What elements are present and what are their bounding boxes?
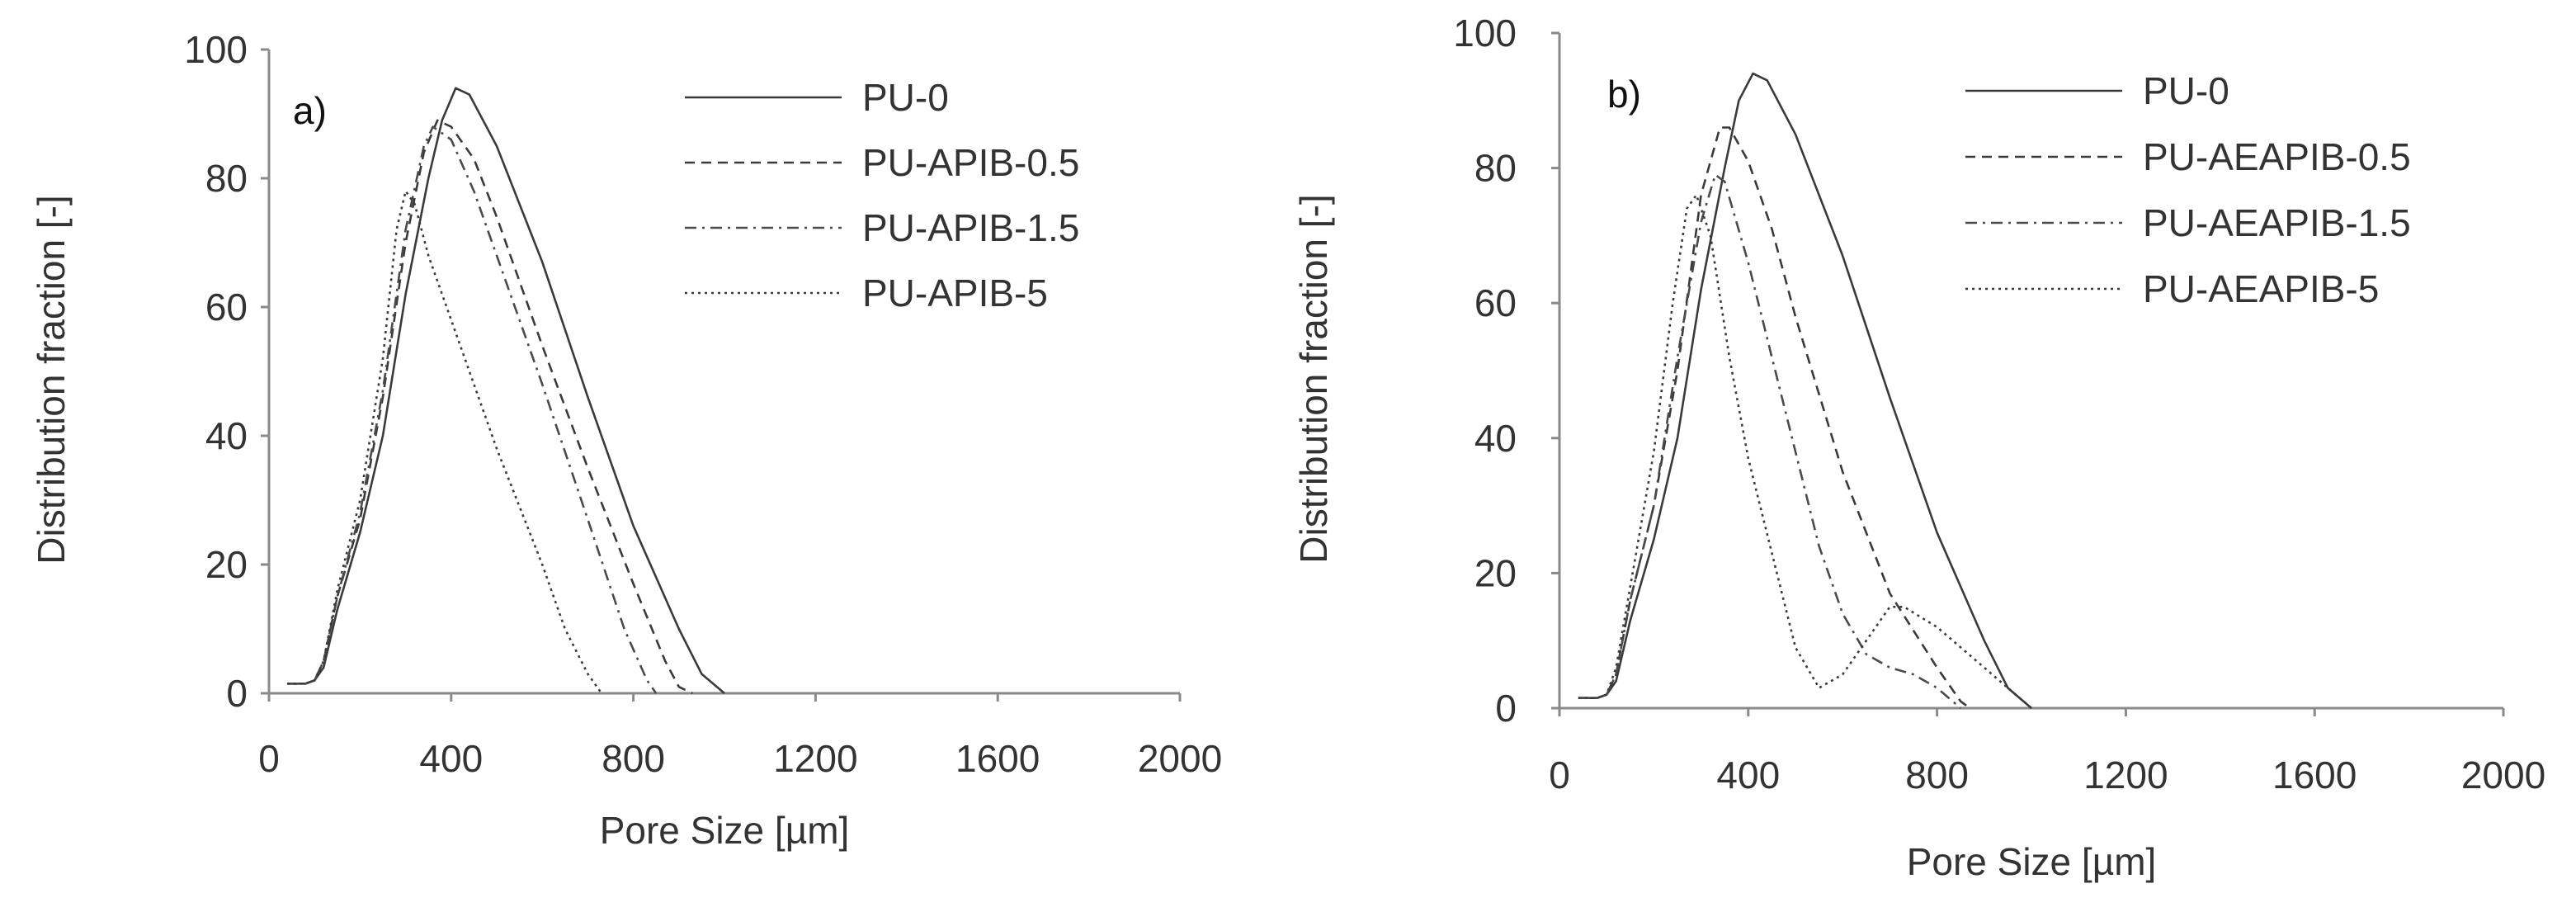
y-tick-label: 60 xyxy=(205,286,248,328)
series-line-pu-apib-1.5 xyxy=(287,125,658,694)
x-tick-label: 1200 xyxy=(2083,754,2168,796)
y-tick-label: 60 xyxy=(1474,281,1517,324)
series-line-pu-apib-0.5 xyxy=(287,119,693,695)
legend-label: PU-AEAPIB-0.5 xyxy=(2143,135,2411,178)
y-tick-label: 80 xyxy=(205,157,248,200)
legend-label: PU-0 xyxy=(2143,69,2229,112)
series-line-pu-aeapib-5 xyxy=(1578,194,2032,709)
x-tick-label: 1600 xyxy=(2272,754,2357,796)
y-axis-title: Distribution fraction [-] xyxy=(30,195,73,564)
x-tick-label: 0 xyxy=(258,737,280,780)
chart-panel-a: 0 20 40 60 80 100 0 400 800 1200 1600 2000 Pore Size… xyxy=(30,28,1222,852)
y-tick-label: 20 xyxy=(1474,551,1517,594)
x-tick-label: 1600 xyxy=(955,737,1040,780)
x-axis-title: Pore Size [µm] xyxy=(600,809,850,852)
x-tick-label: 800 xyxy=(1905,754,1969,796)
x-tick-label: 400 xyxy=(419,737,483,780)
legend-label: PU-APIB-5 xyxy=(862,272,1048,314)
series-line-pu-0 xyxy=(1578,72,2032,709)
y-tick-label: 100 xyxy=(184,28,248,71)
x-tick-label: 400 xyxy=(1716,754,1780,796)
legend-label: PU-APIB-1.5 xyxy=(862,206,1079,249)
x-tick-label: 800 xyxy=(602,737,665,780)
y-axis-title: Distribution fraction [-] xyxy=(1292,194,1335,563)
x-tick-label: 1200 xyxy=(773,737,857,780)
legend-label: PU-AEAPIB-1.5 xyxy=(2143,201,2411,244)
y-tick-label: 0 xyxy=(226,672,248,715)
x-tick-label: 0 xyxy=(1549,754,1570,796)
series-line-pu-aeapib-1.5 xyxy=(1578,173,1962,709)
legend-label: PU-APIB-0.5 xyxy=(862,141,1079,184)
y-tick-label: 0 xyxy=(1495,687,1517,730)
panel-label: a) xyxy=(293,89,327,132)
y-tick-label: 100 xyxy=(1453,12,1517,54)
legend-label: PU-0 xyxy=(862,76,949,119)
y-tick-label: 80 xyxy=(1474,147,1517,190)
chart-panel-b: 0 20 40 60 80 100 0 400 800 1200 1600 2000 Pore Size… xyxy=(1292,12,2545,883)
panel-label: b) xyxy=(1607,73,1641,116)
y-tick-label: 40 xyxy=(205,414,248,457)
y-tick-label: 40 xyxy=(1474,417,1517,460)
x-tick-label: 2000 xyxy=(1138,737,1222,780)
series-line-pu-aeapib-0.5 xyxy=(1578,126,1971,710)
legend-label: PU-AEAPIB-5 xyxy=(2143,267,2379,310)
x-tick-label: 2000 xyxy=(2461,754,2545,796)
series-line-pu-0 xyxy=(287,87,725,694)
x-axis-title: Pore Size [µm] xyxy=(1907,840,2157,883)
y-tick-label: 20 xyxy=(205,543,248,586)
